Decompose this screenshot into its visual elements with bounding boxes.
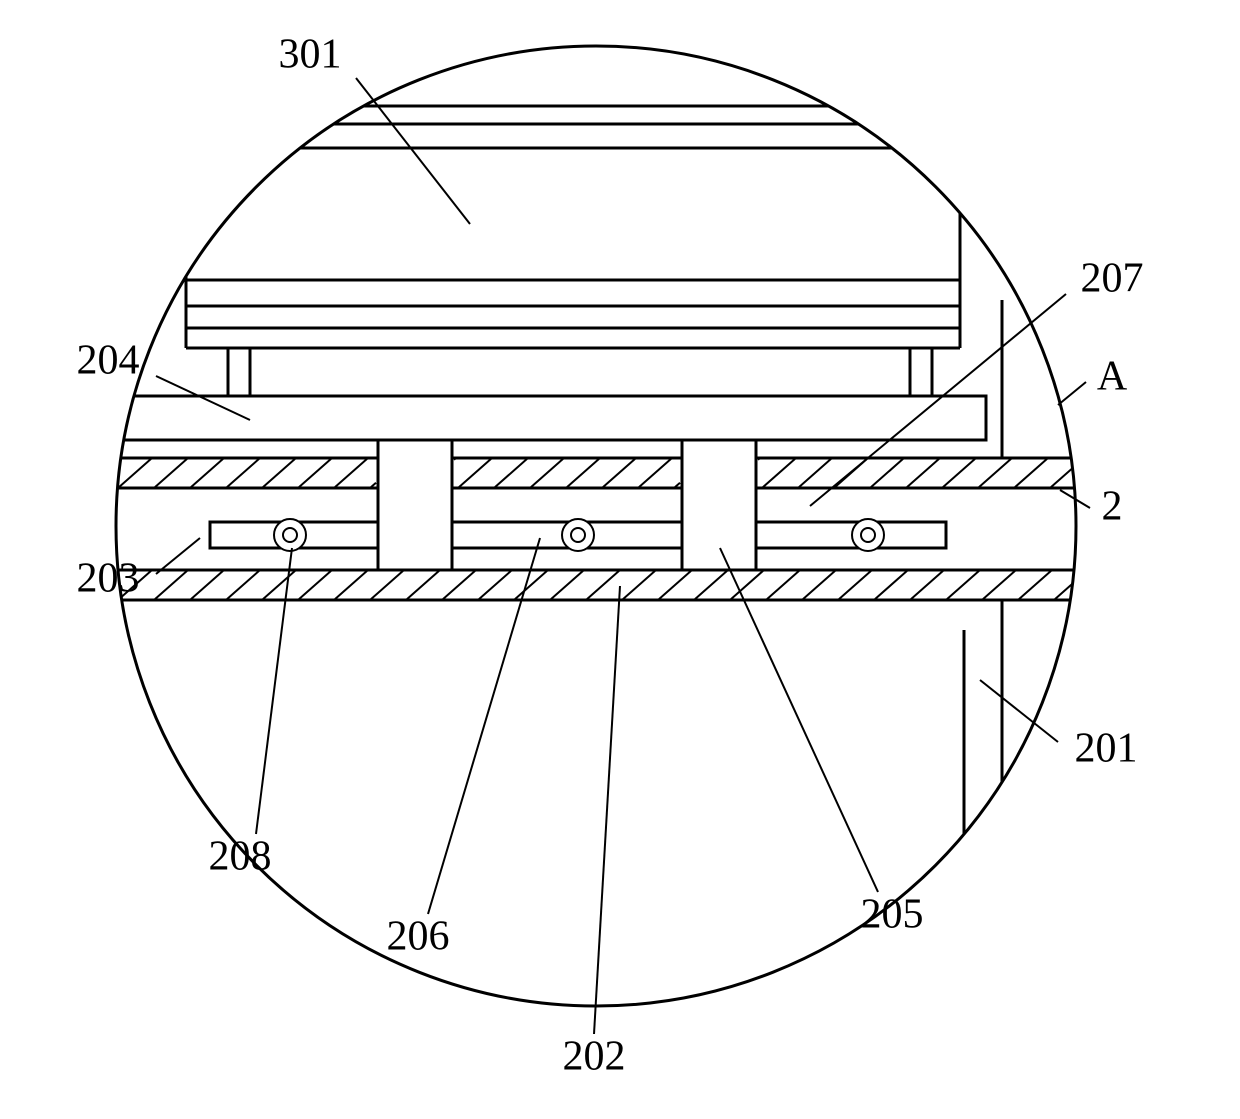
diagram-root: 2 201 202 203 204 205 206 207 208 301 A (0, 0, 1240, 1119)
callout-208: 208 (209, 834, 272, 880)
callout-207: 207 (1081, 256, 1144, 302)
callout-301: 301 (279, 32, 342, 78)
callout-202: 202 (563, 1034, 626, 1080)
callout-203: 203 (77, 556, 140, 602)
callout-205: 205 (861, 892, 924, 938)
callout-2: 2 (1102, 484, 1123, 530)
callout-A: A (1097, 354, 1128, 400)
callout-201: 201 (1075, 726, 1138, 772)
callout-206: 206 (387, 914, 450, 960)
callout-204: 204 (77, 338, 140, 384)
